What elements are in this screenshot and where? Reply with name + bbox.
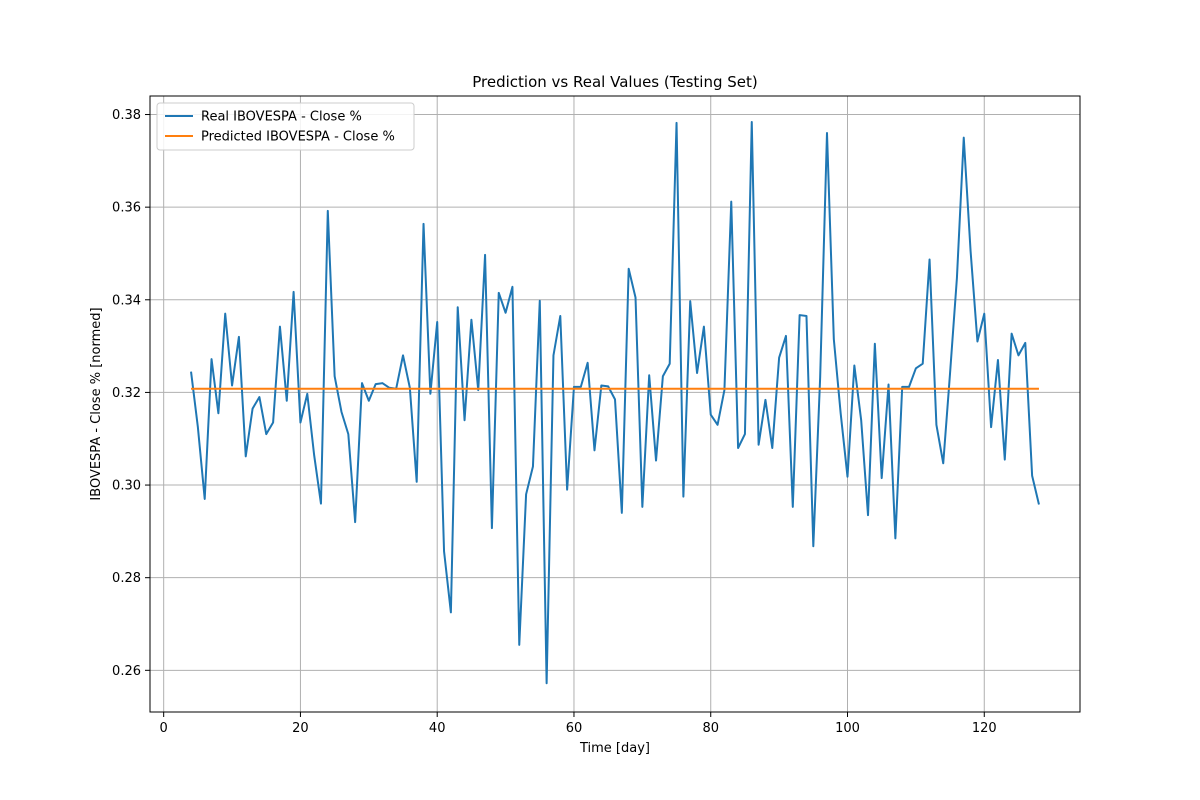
x-axis-label: Time [day] [579, 741, 650, 756]
y-tick-label: 0.38 [112, 108, 141, 123]
legend-label-2: Predicted IBOVESPA - Close % [201, 130, 395, 145]
series-line-1 [190, 120, 1040, 685]
y-tick-label: 0.30 [112, 479, 141, 494]
y-tick-label: 0.32 [112, 386, 141, 401]
x-tick-label: 120 [972, 721, 997, 736]
x-tick-label: 100 [835, 721, 860, 736]
y-tick-label: 0.34 [112, 293, 141, 308]
chart-title: Prediction vs Real Values (Testing Set) [472, 73, 757, 91]
legend: Real IBOVESPA - Close % Predicted IBOVESP… [156, 102, 415, 151]
x-tick-label: 80 [702, 721, 719, 736]
x-tick-label: 20 [292, 721, 309, 736]
y-tick-label: 0.26 [112, 664, 141, 679]
plot-frame [149, 95, 1081, 713]
grid-lines [150, 96, 1080, 712]
y-tick-label: 0.36 [112, 201, 141, 216]
y-axis-label: IBOVESPA - Close % [normed] [89, 307, 104, 500]
series-layer [190, 120, 1040, 685]
x-tick-label: 40 [429, 721, 446, 736]
axis-ticks: 0 20 40 60 80 100 120 0.26 0.28 0.30 0.32 0.34 0.36 0… [112, 108, 997, 736]
x-tick-label: 0 [160, 721, 168, 736]
legend-label-1: Real IBOVESPA - Close % [201, 110, 362, 125]
y-tick-label: 0.28 [112, 571, 141, 586]
legend-box [156, 102, 415, 151]
x-tick-label: 60 [566, 721, 583, 736]
